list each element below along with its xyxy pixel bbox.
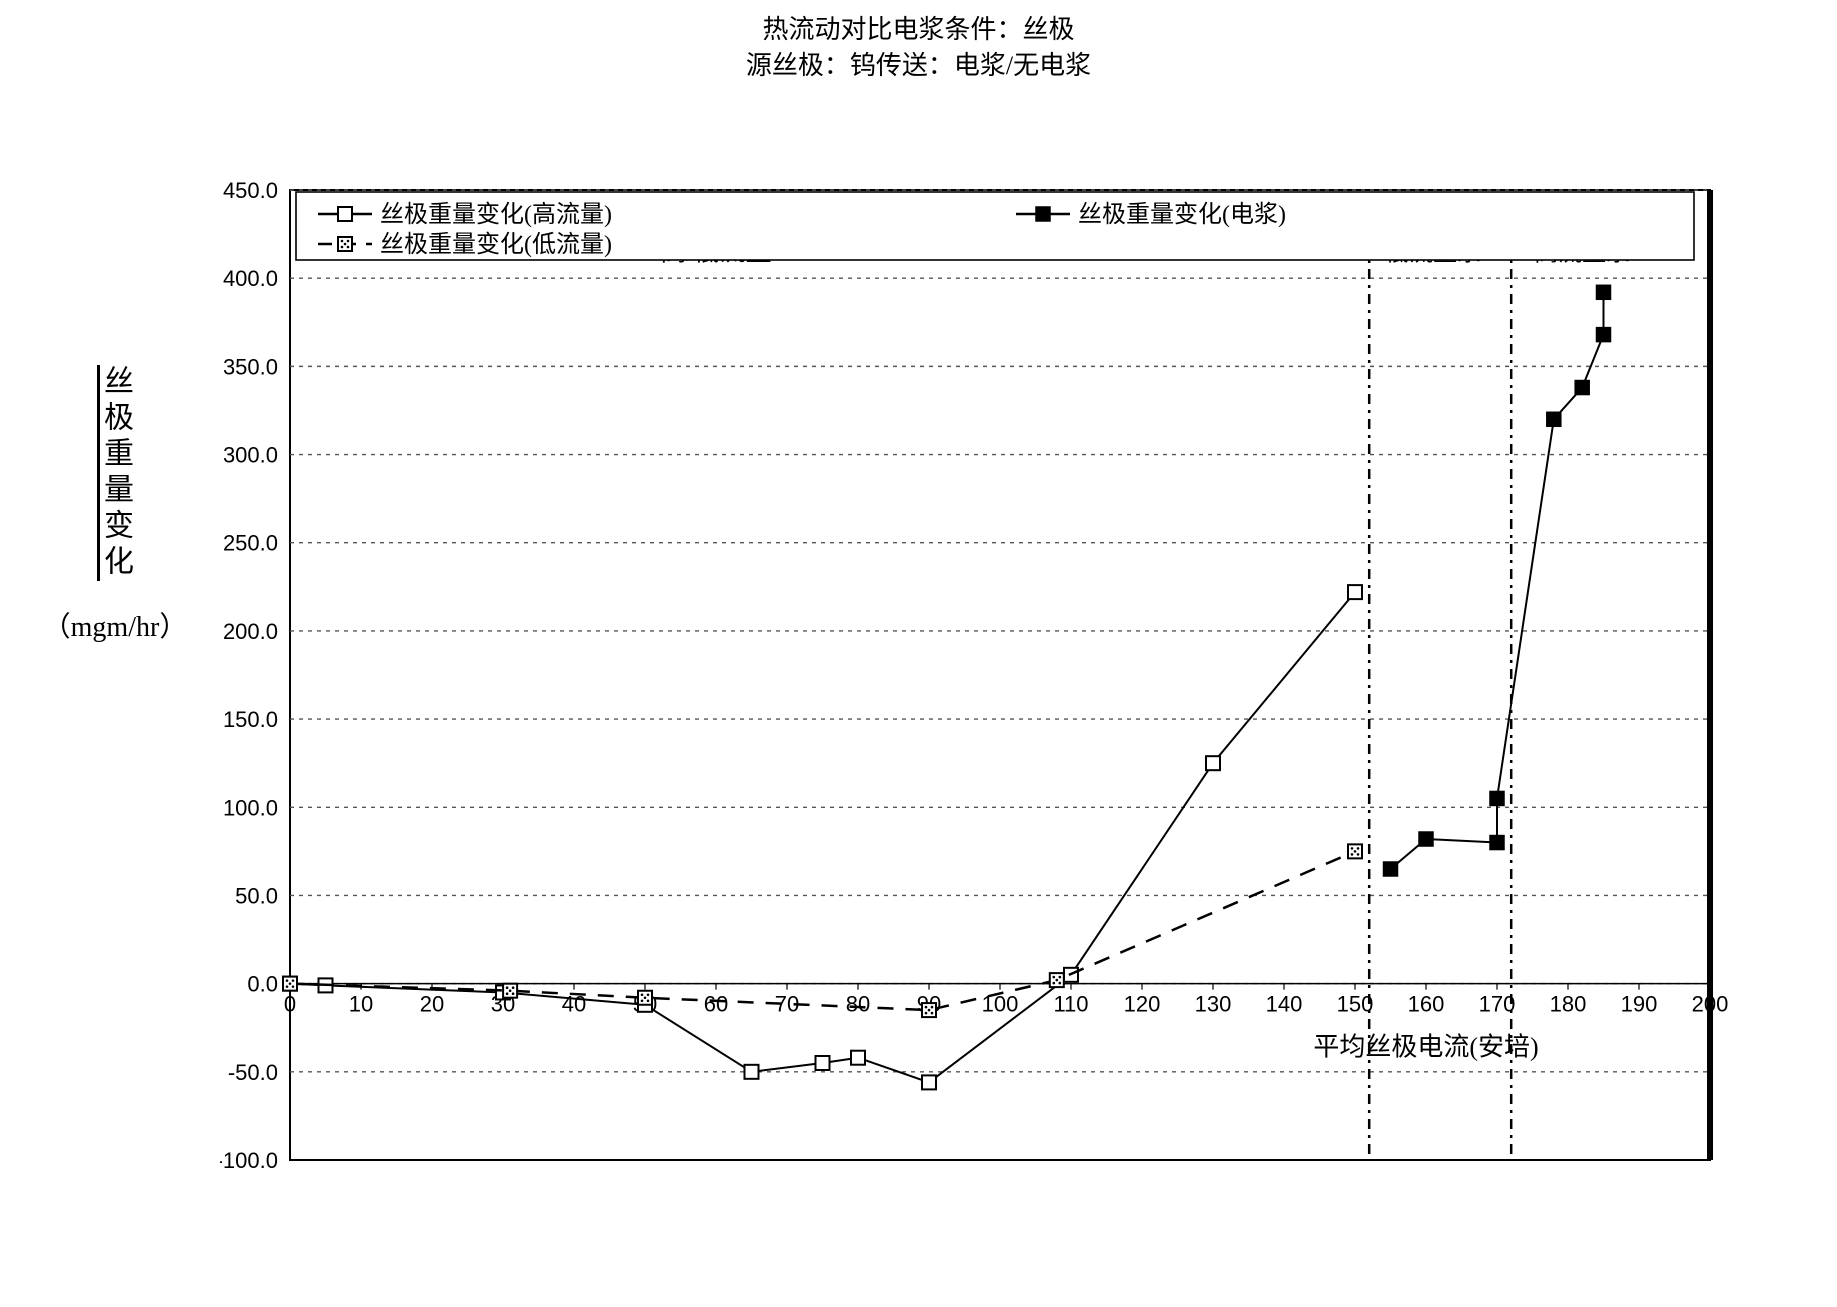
legend: 丝极重量变化(高流量) 丝极重量变化(电浆) 丝极重量变化(低流量) — [296, 192, 1694, 260]
title-line-2: 源丝极：钨传送：电浆/无电浆 — [0, 48, 1837, 84]
x-tick-label: 110 — [1053, 992, 1088, 1017]
y-tick-label: -100.0 — [220, 1148, 278, 1173]
y-tick-label: 200.0 — [223, 619, 278, 644]
x-tick-label: 130 — [1195, 992, 1232, 1017]
y-axis-label-unit: （mgm/hr） — [20, 605, 210, 645]
x-tick-label: 60 — [704, 992, 728, 1017]
y-tick-label: -50.0 — [228, 1060, 278, 1085]
x-tick-label: 0 — [284, 992, 296, 1017]
x-tick-label: 10 — [349, 992, 373, 1017]
y-tick-label: 350.0 — [223, 354, 278, 379]
chart-area: -100.0 -50.0 0.0 50.0 100.0 150.0 200.0 250.0 30… — [220, 112, 1740, 1282]
x-tick-label: 170 — [1479, 992, 1516, 1017]
x-tick-label: 120 — [1124, 992, 1161, 1017]
y-tick-label: 450.0 — [223, 178, 278, 203]
y-tick-label: 150.0 — [223, 707, 278, 732]
y-tick-label: 50.0 — [235, 883, 278, 908]
x-tick-label: 160 — [1408, 992, 1445, 1017]
y-tick-label: 400.0 — [223, 266, 278, 291]
y-tick-label: 0.0 — [247, 972, 278, 997]
legend-label: 丝极重量变化(低流量) — [380, 231, 612, 258]
y-tick-label: 100.0 — [223, 795, 278, 820]
y-tick-label: 250.0 — [223, 531, 278, 556]
chart-svg: -100.0 -50.0 0.0 50.0 100.0 150.0 200.0 250.0 30… — [220, 112, 1740, 1282]
x-tick-label: 200 — [1692, 992, 1729, 1017]
x-tick-label: 150 — [1337, 992, 1374, 1017]
x-tick-label: 190 — [1621, 992, 1658, 1017]
legend-label: 丝极重量变化(高流量) — [380, 201, 612, 228]
x-axis-label: 平均丝极电流(安培) — [1313, 1033, 1538, 1062]
x-tick-label: 80 — [846, 992, 870, 1017]
x-tick-label: 100 — [982, 992, 1019, 1017]
x-tick-label: 180 — [1550, 992, 1587, 1017]
y-tick-label: 300.0 — [223, 443, 278, 468]
chart-title: 热流动对比电浆条件：丝极 源丝极：钨传送：电浆/无电浆 — [0, 12, 1837, 85]
x-tick-label: 140 — [1266, 992, 1303, 1017]
legend-label: 丝极重量变化(电浆) — [1078, 201, 1286, 228]
y-axis-label-vertical: 丝极重量变化 — [93, 365, 137, 581]
title-line-1: 热流动对比电浆条件：丝极 — [0, 12, 1837, 48]
y-axis-label: 丝极重量变化 （mgm/hr） — [20, 365, 210, 645]
x-tick-label: 20 — [420, 992, 444, 1017]
page: 热流动对比电浆条件：丝极 源丝极：钨传送：电浆/无电浆 -100.0 -50.0 0… — [0, 0, 1837, 1307]
